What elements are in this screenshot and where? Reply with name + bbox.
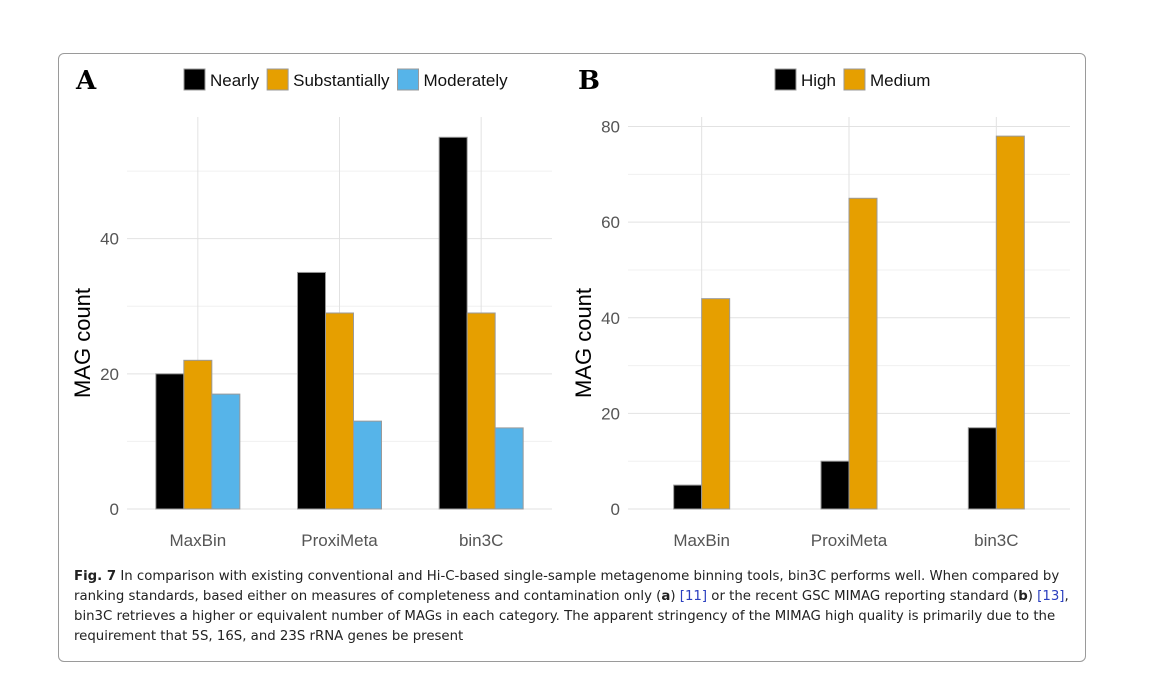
bar-nearly-proximeta — [297, 271, 326, 510]
caption-text-3: or the recent GSC MIMAG reporting standa… — [707, 589, 1019, 604]
bar-substantially-bin3c — [466, 312, 496, 510]
bar-medium-proximeta — [848, 197, 878, 510]
y-tick-label: 80 — [601, 118, 620, 137]
legend-key-nearly — [183, 68, 206, 91]
bar-medium-bin3c — [995, 135, 1025, 510]
legend-key-substantially — [266, 68, 289, 91]
panel-label-b: B — [578, 66, 600, 96]
figure-frame — [58, 53, 1086, 662]
legend-label-substantially: Substantially — [293, 71, 390, 90]
legend-label-high: High — [801, 71, 836, 90]
bar-moderately-proximeta — [353, 420, 382, 510]
bar-moderately-maxbin — [211, 393, 241, 510]
caption-text-1: In comparison with existing conventional… — [74, 569, 1060, 604]
panel-b: B 0 20 40 60 80 MAG count MaxBin ProxiMeta bin3C H… — [571, 66, 1070, 550]
legend-label-moderately: Moderately — [424, 71, 509, 90]
y-tick-label: 40 — [100, 230, 119, 249]
x-tick-label: bin3C — [459, 531, 503, 550]
bar-substantially-proximeta — [325, 312, 354, 510]
panel-a: A 0 20 40 MAG count MaxBin ProxiMeta bin3C Nearl… — [70, 66, 552, 550]
y-axis-label: MAG count — [70, 288, 95, 398]
x-tick-label: MaxBin — [673, 531, 730, 550]
y-tick-label: 0 — [110, 500, 119, 519]
legend-key-high — [774, 68, 797, 91]
y-axis-label: MAG count — [571, 288, 596, 398]
caption-text-2: ) — [670, 589, 680, 604]
legend-key-moderately — [397, 68, 420, 91]
bar-moderately-bin3c — [494, 427, 524, 510]
legend-key-medium — [843, 68, 866, 91]
caption-panel-b: b — [1018, 589, 1028, 604]
y-tick-label: 20 — [601, 404, 620, 423]
bar-high-bin3c — [967, 427, 997, 510]
panel-label-a: A — [75, 66, 97, 96]
x-tick-label: ProxiMeta — [301, 531, 378, 550]
caption-ref-13[interactable]: [13] — [1037, 589, 1065, 604]
x-tick-label: bin3C — [974, 531, 1018, 550]
bar-substantially-maxbin — [183, 359, 213, 510]
caption-ref-11[interactable]: [11] — [679, 589, 708, 604]
bar-medium-maxbin — [701, 298, 731, 510]
caption-text-5: , bin3C retrieves a higher or equivalent… — [74, 589, 1069, 644]
y-tick-label: 0 — [611, 500, 620, 519]
legend-label-medium: Medium — [870, 71, 930, 90]
caption-fig-label: Fig. 7 — [74, 569, 117, 584]
bar-nearly-bin3c — [438, 136, 468, 510]
x-tick-label: ProxiMeta — [811, 531, 888, 550]
bar-high-proximeta — [820, 460, 850, 510]
bar-nearly-maxbin — [155, 373, 185, 510]
caption-text-4: ) — [1027, 589, 1038, 604]
y-tick-label: 60 — [601, 213, 620, 232]
x-tick-label: MaxBin — [169, 531, 226, 550]
figure-caption: Fig. 7 In comparison with existing conve… — [74, 567, 1074, 647]
y-tick-label: 40 — [601, 309, 620, 328]
bar-high-maxbin — [673, 484, 703, 510]
y-tick-label: 20 — [100, 365, 119, 384]
legend-label-nearly: Nearly — [210, 71, 260, 90]
caption-panel-a: a — [661, 589, 671, 604]
